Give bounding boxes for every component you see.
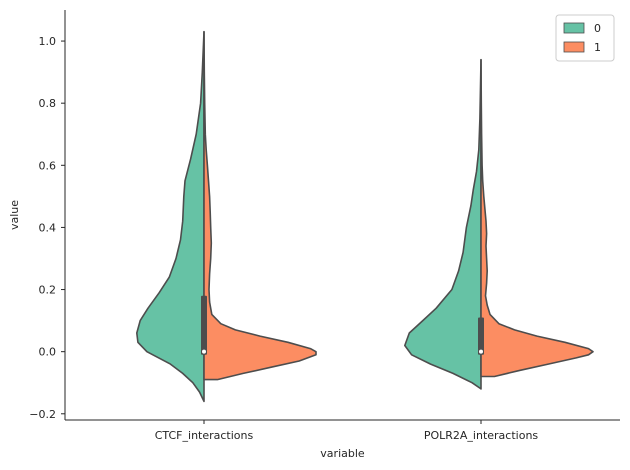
legend-swatch-1	[563, 41, 585, 53]
x-ticks: CTCF_interactions POLR2A_interactions	[155, 420, 539, 442]
y-tick-label: 0.0	[39, 346, 57, 359]
x-tick-label: POLR2A_interactions	[424, 429, 539, 442]
violins-group	[136, 30, 594, 403]
legend: 01	[555, 14, 615, 62]
y-tick-label: 0.6	[39, 159, 57, 172]
legend-label-0: 0	[594, 22, 601, 35]
y-tick-label: 1.0	[39, 35, 57, 48]
x-axis-label: variable	[320, 447, 365, 460]
violin-half-1-1	[480, 58, 594, 378]
violin-half-0-0	[136, 30, 205, 403]
y-ticks: −0.2 0.0 0.2 0.4 0.6 0.8 1.0	[29, 35, 65, 421]
y-tick-label: 0.8	[39, 97, 57, 110]
median-dot	[202, 349, 206, 354]
x-tick-label: CTCF_interactions	[155, 429, 254, 442]
y-axis-label: value	[8, 200, 21, 230]
box-iqr	[201, 295, 207, 355]
y-tick-label: −0.2	[29, 408, 56, 421]
y-tick-label: 0.4	[39, 221, 57, 234]
legend-frame	[555, 14, 615, 62]
box-iqr	[478, 317, 484, 355]
violin-half-1-0	[203, 30, 317, 381]
y-tick-label: 0.2	[39, 284, 57, 297]
legend-label-1: 1	[594, 41, 601, 54]
violin-half-0-1	[404, 58, 482, 390]
legend-swatch-0	[563, 22, 585, 34]
box-inner-group	[201, 295, 484, 355]
median-dot	[479, 349, 483, 354]
